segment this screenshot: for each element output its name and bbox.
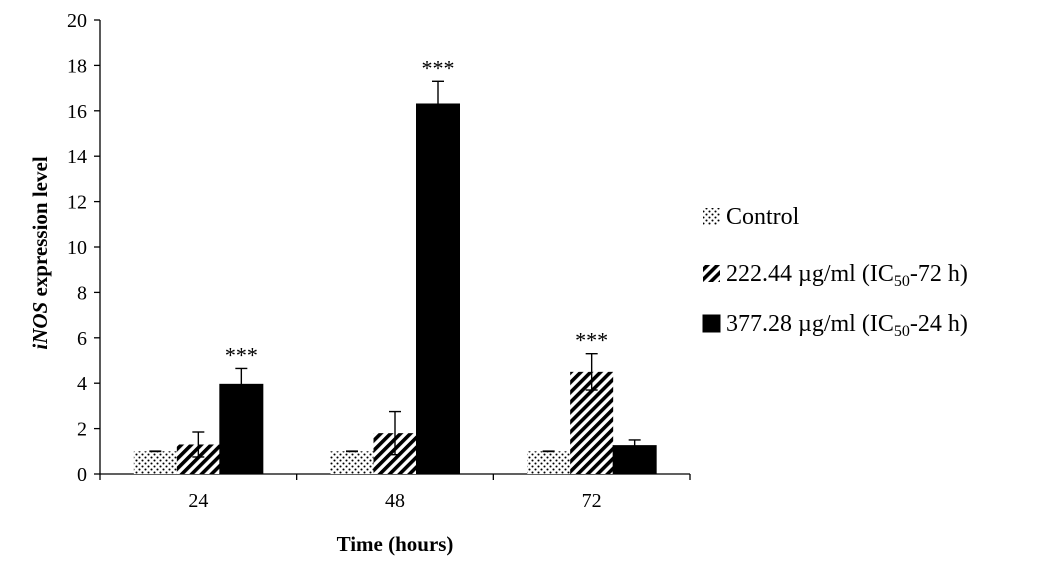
x-tick-label: 24 <box>188 490 208 512</box>
bar <box>133 451 177 474</box>
y-tick-label: 0 <box>77 464 87 486</box>
y-tick-label: 20 <box>67 10 87 32</box>
legend-label-subscript: 50 <box>894 323 910 340</box>
y-tick-label: 16 <box>67 101 87 123</box>
y-axis-title-rest: expression level <box>28 156 52 302</box>
significance-label: *** <box>575 328 608 353</box>
x-tick-label: 48 <box>385 490 405 512</box>
y-tick-label: 18 <box>67 55 87 77</box>
legend-label-part: -24 h) <box>910 311 968 337</box>
bar <box>330 451 374 474</box>
legend-label-part: 222.44 µg/ml (IC <box>726 261 894 287</box>
y-axis-title: iNOS expression level <box>28 156 52 349</box>
bar <box>527 451 571 474</box>
legend-label: 222.44 µg/ml (IC50-72 h) <box>726 261 968 290</box>
y-tick-label: 14 <box>67 146 87 168</box>
legend-label-part: 377.28 µg/ml (IC <box>726 311 894 337</box>
legend-swatch <box>703 265 720 282</box>
bar <box>416 103 460 475</box>
y-tick-label: 2 <box>77 419 87 441</box>
x-tick-label: 72 <box>582 490 602 512</box>
y-axis-title-italic: iNOS <box>28 302 52 350</box>
legend-label: 377.28 µg/ml (IC50-24 h) <box>726 311 968 340</box>
y-tick-label: 12 <box>67 192 87 214</box>
y-tick-label: 6 <box>77 328 87 350</box>
legend-swatch <box>703 208 720 225</box>
legend-label-part: -72 h) <box>910 261 968 287</box>
y-tick-label: 4 <box>77 373 87 395</box>
significance-label: *** <box>422 55 455 80</box>
legend-label: Control <box>726 204 800 230</box>
y-tick-label: 8 <box>77 282 87 304</box>
x-axis-title: Time (hours) <box>337 532 454 556</box>
legend-label-subscript: 50 <box>894 273 910 290</box>
y-tick-label: 10 <box>67 237 87 259</box>
legend-swatch <box>702 314 721 333</box>
significance-label: *** <box>225 342 258 367</box>
